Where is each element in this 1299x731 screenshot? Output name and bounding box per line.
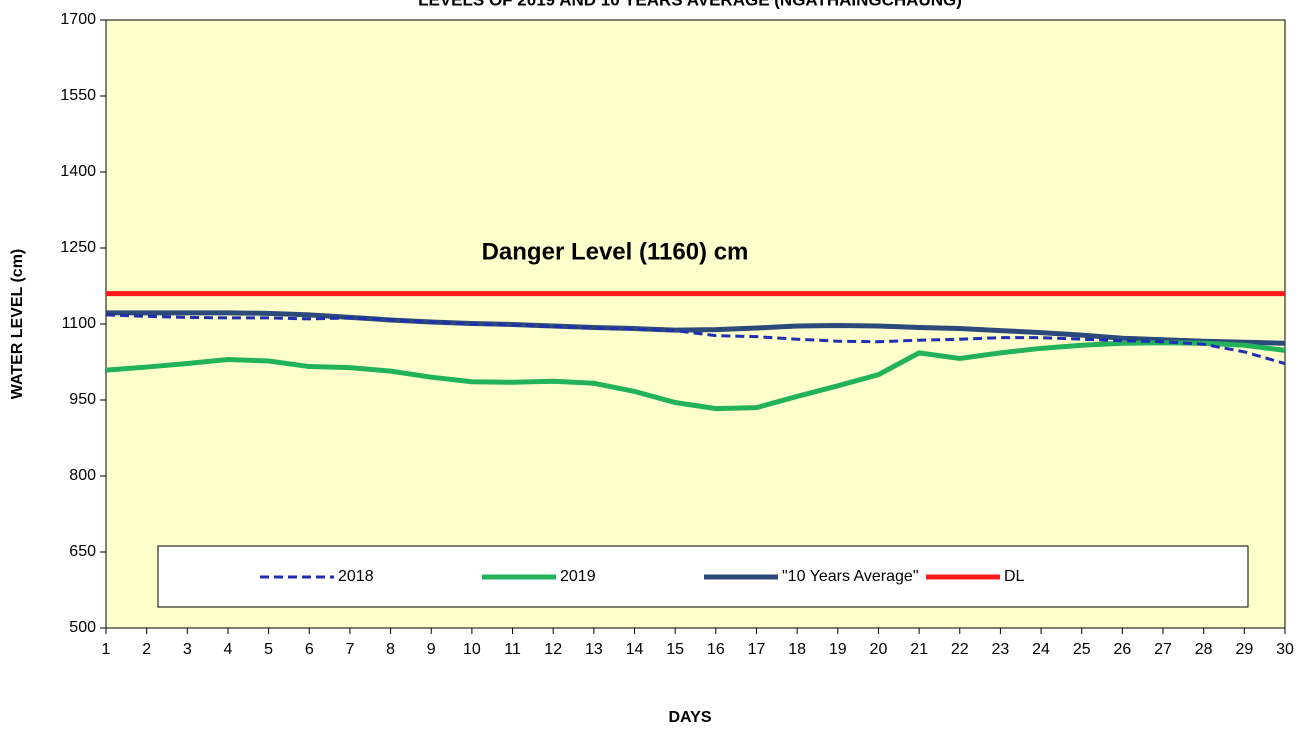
x-tick-label: 25 bbox=[1073, 641, 1091, 658]
legend-items: 2018 2019 "10 Years Average" DL bbox=[260, 568, 1025, 585]
x-tick-label: 27 bbox=[1154, 641, 1172, 658]
x-tick-label: 10 bbox=[463, 641, 481, 658]
legend-label: 2019 bbox=[560, 568, 596, 585]
x-tick-label: 23 bbox=[992, 641, 1010, 658]
x-tick-label: 30 bbox=[1276, 641, 1294, 658]
x-tick-label: 1 bbox=[102, 641, 111, 658]
y-tick-label: 500 bbox=[69, 619, 96, 636]
series-line bbox=[106, 310, 1286, 346]
annotation: Danger Level (1160) cm bbox=[482, 238, 749, 265]
y-tick-label: 1550 bbox=[60, 87, 96, 104]
x-tick-label: 7 bbox=[345, 641, 354, 658]
y-tick-label: 650 bbox=[69, 543, 96, 560]
legend-label: 2018 bbox=[338, 568, 374, 585]
y-axis-label: WATER LEVEL (cm) bbox=[9, 249, 26, 400]
x-tick-label: 11 bbox=[504, 641, 521, 658]
x-tick-label: 19 bbox=[829, 641, 847, 658]
x-tick-label: 18 bbox=[788, 641, 806, 658]
x-axis-label: DAYS bbox=[669, 709, 712, 726]
x-tick-label: 26 bbox=[1113, 641, 1131, 658]
x-tick-label: 14 bbox=[626, 641, 644, 658]
y-tick-label: 800 bbox=[69, 467, 96, 484]
y-tick-label: 1700 bbox=[60, 11, 96, 28]
x-tick-label: 4 bbox=[224, 641, 233, 658]
legend-label: DL bbox=[1004, 568, 1025, 585]
x-tick-label: 15 bbox=[666, 641, 684, 658]
x-tick-label: 12 bbox=[544, 641, 562, 658]
y-tick-label: 1400 bbox=[60, 163, 96, 180]
x-tick-label: 16 bbox=[707, 641, 725, 658]
x-tick-label: 17 bbox=[748, 641, 766, 658]
x-tick-label: 8 bbox=[386, 641, 395, 658]
x-tick-label: 3 bbox=[183, 641, 192, 658]
y-tick-label: 1250 bbox=[60, 239, 96, 256]
x-tick-label: 21 bbox=[910, 641, 928, 658]
y-tick-label: 1100 bbox=[62, 315, 97, 332]
x-tick-label: 29 bbox=[1235, 641, 1253, 658]
legend bbox=[157, 545, 1249, 608]
series-line bbox=[105, 340, 1286, 412]
x-tick-label: 20 bbox=[870, 641, 888, 658]
x-tick-label: 28 bbox=[1195, 641, 1213, 658]
x-tick-label: 2 bbox=[142, 641, 151, 658]
x-tick-label: 24 bbox=[1032, 641, 1050, 658]
plot-area bbox=[105, 19, 1286, 629]
series-line bbox=[105, 313, 1286, 365]
x-tick-label: 9 bbox=[427, 641, 436, 658]
x-tick-label: 22 bbox=[951, 641, 969, 658]
x-tick-label: 13 bbox=[585, 641, 603, 658]
y-tick-label: 950 bbox=[69, 391, 96, 408]
x-tick-label: 5 bbox=[264, 641, 273, 658]
x-tick-label: 6 bbox=[305, 641, 314, 658]
legend-label: "10 Years Average" bbox=[782, 568, 919, 585]
plot bbox=[105, 291, 1286, 412]
chart-title: LEVELS OF 2019 AND 10 YEARS AVERAGE (NGA… bbox=[418, 0, 962, 9]
